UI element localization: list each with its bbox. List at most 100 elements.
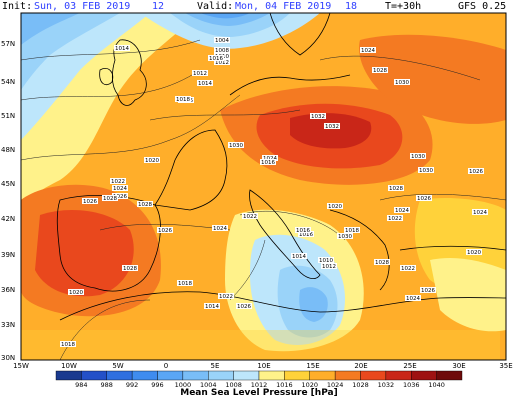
colorbar-segment: [208, 370, 234, 381]
isobar-label-bg: [112, 185, 128, 191]
isobar-label: 1030: [419, 168, 433, 174]
isobar-label: 1016: [296, 228, 310, 234]
isobar-label-bg: [102, 195, 118, 201]
colorbar-tick: 988: [101, 381, 113, 389]
isobar-label: 1026: [83, 199, 97, 205]
lat-label: 45N: [1, 180, 15, 188]
init-hour: 12: [152, 1, 165, 12]
lon-label: 5E: [211, 362, 220, 370]
isobar-label-bg: [212, 225, 228, 231]
lon-label: 30E: [452, 362, 465, 370]
colorbar-segment: [258, 370, 285, 381]
lat-label: 51N: [1, 112, 15, 120]
isobar-label-bg: [388, 185, 404, 191]
lat-label: 33N: [1, 321, 15, 329]
isobar-label: 1012: [215, 60, 229, 66]
isobar-label-bg: [310, 113, 326, 119]
colorbar-tick: 1032: [378, 381, 395, 389]
latitude-labels: 57N 54N 51N 48N 45N 42N 39N 36N 33N 30N: [1, 40, 15, 362]
lon-label: 10E: [257, 362, 270, 370]
lon-label: 5W: [112, 362, 123, 370]
isobar-label-bg: [60, 341, 76, 347]
isobar-label: 1010: [319, 258, 333, 264]
colorbar-tick: 1020: [301, 381, 318, 389]
isobar-label-bg: [410, 153, 426, 159]
isobar-label-bg: [291, 253, 307, 259]
colorbar-tick: 996: [151, 381, 163, 389]
isobar-label: 1030: [338, 234, 352, 240]
isobar-label: 1020: [328, 204, 342, 210]
isobar-label-bg: [122, 265, 138, 271]
isobar-label-bg: [324, 123, 340, 129]
isobar-label: 1030: [411, 154, 425, 160]
isobar-label: 1024: [361, 48, 375, 54]
colorbar-segment: [81, 370, 107, 381]
isobar-label: 1026: [417, 196, 431, 202]
isobar-label-bg: [112, 193, 128, 199]
colorbar-tick: 1008: [225, 381, 242, 389]
isobar-label: 1026: [421, 288, 435, 294]
isobar-label-bg: [327, 203, 343, 209]
isobar-label: 1020: [467, 250, 481, 256]
colorbar-segment: [436, 370, 463, 381]
colorbar-tick: 984: [75, 381, 87, 389]
plot-frame: [20, 12, 507, 361]
colorbar-segment: [131, 370, 158, 381]
isobar-label-bg: [242, 213, 258, 219]
isobar-label: 1024: [395, 208, 409, 214]
isobar-labels: 1004100810101012101410121014101610161018…: [60, 37, 488, 348]
isobar-label: 1032: [311, 114, 325, 120]
valid-date: Mon, 04 FEB 2019: [235, 1, 332, 12]
isobar-label: 1014: [198, 81, 212, 87]
isobar-label-bg: [466, 249, 482, 255]
colorbar-tick: 1028: [352, 381, 369, 389]
isobar-label-bg: [372, 67, 388, 73]
isobar-label-bg: [177, 280, 193, 286]
isobar-label: 1018: [178, 281, 192, 287]
isobar-label-bg: [175, 96, 191, 102]
isobar-label: 1016: [299, 232, 313, 238]
isobar-label-bg: [394, 79, 410, 85]
colorbar-segment: [411, 370, 437, 381]
isobar-label-bg: [262, 155, 278, 161]
colorbar-segment: [106, 370, 133, 381]
isobar-label: 1012: [193, 71, 207, 77]
pressure-colorbar: [55, 370, 463, 381]
isobar-label-bg: [204, 303, 220, 309]
isobar-label: 1020: [145, 158, 159, 164]
isobar-label: 1030: [395, 80, 409, 86]
isobar-label-bg: [208, 55, 224, 61]
isobar-label: 1032: [325, 124, 339, 130]
isobar-label: 1018: [176, 97, 190, 103]
isobar-label-bg: [420, 287, 436, 293]
isobar-label: 1026: [237, 304, 251, 310]
colorbar-tick: 1000: [175, 381, 192, 389]
colorbar-segment: [309, 370, 336, 381]
isobar-label-bg: [418, 167, 434, 173]
colorbar-segment: [284, 370, 310, 381]
isobar-label-bg: [321, 263, 337, 269]
isobar-label: 1022: [243, 214, 257, 220]
isobar-label-bg: [144, 157, 160, 163]
colorbar-tick: 1016: [276, 381, 293, 389]
lon-label: 20E: [354, 362, 367, 370]
isobar-label: 1016: [261, 160, 275, 166]
isobar-label: 1028: [138, 202, 152, 208]
model-name: GFS 0.25: [458, 1, 507, 12]
colorbar-tick: 1040: [428, 381, 445, 389]
isobar-label-bg: [337, 233, 353, 239]
isobar-label: 1012: [322, 264, 336, 270]
isobar-label-bg: [228, 142, 244, 148]
isobar-label: 1008: [215, 48, 229, 54]
isobar-label: 1026: [469, 169, 483, 175]
isobar-label-bg: [318, 257, 334, 263]
isobar-label-bg: [298, 231, 314, 237]
isobar-label-bg: [214, 59, 230, 65]
isobar-label: 1018: [61, 342, 75, 348]
longitude-labels: 15W 10W 5W 0 5E 10E 15E 20E 25E 30E 35E: [13, 362, 513, 370]
map-header: Init: Sun, 03 FEB 2019 12 Valid: Mon, 04…: [0, 0, 518, 14]
isobar-label-bg: [68, 289, 84, 295]
isobar-label: 1024: [406, 296, 420, 302]
